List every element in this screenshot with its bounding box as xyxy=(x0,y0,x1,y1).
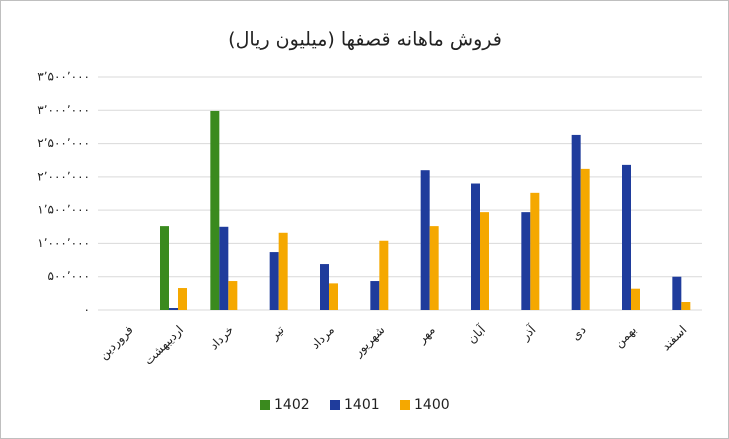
y-tick-label: ۳٬۰۰۰٬۰۰۰ xyxy=(37,103,90,117)
bar xyxy=(672,276,682,310)
bar xyxy=(320,264,329,310)
bar xyxy=(530,192,540,310)
bar xyxy=(471,183,480,310)
bar xyxy=(160,226,169,310)
bar xyxy=(631,288,640,310)
bar xyxy=(622,164,631,310)
y-tick-label: ۱٬۵۰۰٬۰۰۰ xyxy=(37,203,90,217)
bar xyxy=(228,281,238,310)
bar xyxy=(329,283,338,310)
y-tick-label: ۵۰۰٬۰۰۰ xyxy=(48,269,91,283)
legend-swatch xyxy=(330,400,340,410)
legend-label: 1402 xyxy=(274,397,310,413)
y-tick-label: ۲٬۵۰۰٬۰۰۰ xyxy=(37,136,90,150)
chart-title: فروش ماهانه قصفها (میلیون ریال) xyxy=(228,29,502,51)
bar xyxy=(420,170,430,310)
y-tick-label: ۲٬۰۰۰٬۰۰۰ xyxy=(37,169,90,183)
bar xyxy=(169,308,178,310)
bar xyxy=(178,288,187,310)
bar xyxy=(681,302,691,310)
legend-swatch xyxy=(400,400,410,410)
bar xyxy=(269,252,279,310)
bar xyxy=(370,281,380,310)
bar xyxy=(480,212,489,310)
bar xyxy=(521,212,531,310)
legend-label: 1401 xyxy=(344,397,380,413)
y-tick-label: ۱٬۰۰۰٬۰۰۰ xyxy=(37,236,90,250)
bar xyxy=(379,240,389,310)
y-tick-label: ۰ xyxy=(84,303,90,317)
bar xyxy=(219,226,229,310)
bar xyxy=(278,232,288,310)
bar xyxy=(210,110,220,310)
y-tick-label: ۳٬۵۰۰٬۰۰۰ xyxy=(37,70,90,84)
legend-swatch xyxy=(260,400,270,410)
bar xyxy=(429,226,439,310)
bar xyxy=(571,134,581,310)
legend-label: 1400 xyxy=(414,397,450,413)
bar xyxy=(580,168,590,310)
